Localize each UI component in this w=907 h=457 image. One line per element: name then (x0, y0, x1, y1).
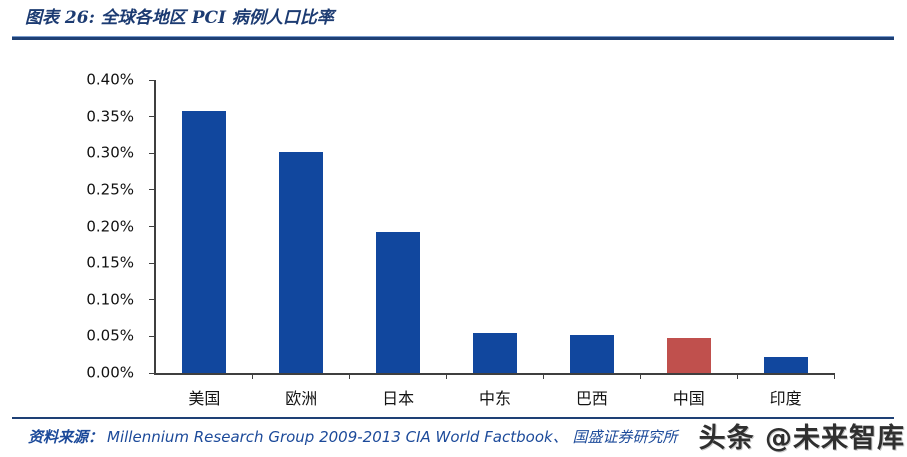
y-axis-tick (149, 116, 156, 118)
y-axis-tick (149, 79, 156, 81)
chart-bar-6 (666, 337, 711, 373)
x-category-label: 巴西 (575, 389, 608, 408)
y-axis-tick (149, 335, 156, 337)
y-axis-tick (149, 226, 156, 227)
x-category-label: 欧洲 (285, 389, 318, 408)
y-axis-tick (149, 299, 156, 301)
chart-bar-4 (473, 333, 517, 373)
y-tick-label: 0.20% (86, 217, 134, 235)
y-axis-tick (149, 372, 156, 374)
source-label: 资料来源： (28, 428, 104, 446)
footer-divider (12, 417, 894, 419)
x-axis-tick (252, 373, 254, 379)
plot-area: 美国 欧洲 日本 中东 巴西 中国 印度 0.00% 0.05% 0.10% 0.15% 0.20%… (86, 72, 835, 408)
category-slot: 中国 (640, 80, 737, 408)
x-category-label: 日本 (382, 389, 415, 408)
y-axis-tick (149, 262, 156, 264)
chart-bar-3 (376, 232, 421, 373)
y-tick-label: 0.15% (86, 253, 134, 272)
y-tick-label: 0.10% (86, 290, 134, 309)
category-slot: 印度 (737, 80, 834, 408)
x-category-label: 印度 (769, 389, 802, 408)
y-tick-label: 0.00% (86, 363, 134, 382)
y-tick-label: 0.05% (86, 326, 134, 345)
x-category-label: 中东 (479, 389, 512, 408)
category-slot: 美国 (156, 80, 253, 408)
category-slot: 欧洲 (253, 80, 350, 408)
x-category-label: 中国 (672, 389, 705, 408)
x-axis-tick (833, 373, 835, 379)
bar-slot-row: 美国 欧洲 日本 中东 巴西 中国 印度 (156, 80, 834, 408)
chart-bar-2 (279, 151, 324, 373)
watermark-text: 头条 @未来智库 (698, 423, 905, 454)
y-tick-label: 0.25% (86, 180, 134, 199)
y-tick-label: 0.30% (86, 143, 134, 162)
x-axis-tick (639, 373, 641, 379)
chart-bar-1 (182, 110, 227, 373)
source-line: 资料来源： Millennium Research Group 2009-2013… (28, 426, 768, 447)
chart-bar-5 (569, 334, 614, 373)
x-axis-tick (446, 373, 448, 379)
chart-bar-7 (763, 356, 808, 373)
source-text: Millennium Research Group 2009-2013 CIA … (107, 428, 678, 446)
y-axis-tick (149, 189, 156, 191)
category-slot: 日本 (350, 80, 447, 408)
figure-title: 图表 26: 全球各地区 PCI 病例人口比率 (25, 8, 334, 28)
x-axis-tick (736, 373, 738, 379)
y-axis-tick (149, 152, 156, 154)
x-axis-tick (349, 373, 351, 379)
category-slot: 巴西 (543, 80, 640, 408)
title-divider (12, 36, 894, 40)
y-tick-label: 0.40% (86, 70, 134, 89)
x-axis-tick (542, 373, 544, 379)
x-category-label: 美国 (188, 389, 221, 408)
category-slot: 中东 (447, 80, 544, 408)
y-tick-label: 0.35% (86, 107, 134, 126)
